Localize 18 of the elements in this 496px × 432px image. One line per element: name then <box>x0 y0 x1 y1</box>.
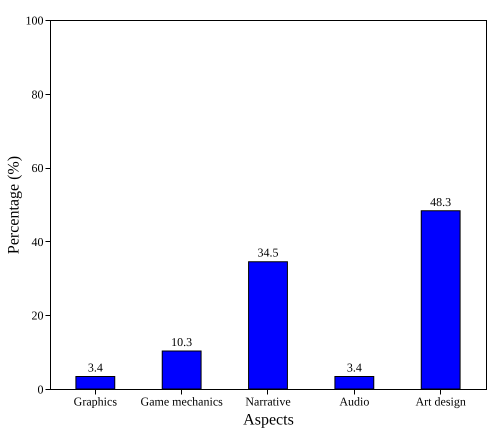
data-label: 10.3 <box>171 334 192 349</box>
x-tick-label: Game mechanics <box>140 394 224 408</box>
x-tick-label: Narrative <box>245 394 291 408</box>
data-label: 3.4 <box>88 360 103 374</box>
data-label: 3.4 <box>346 360 362 374</box>
y-tick-label: 0 <box>38 382 44 396</box>
x-tick-label: Audio <box>339 394 370 408</box>
y-tick-label: 40 <box>32 234 44 249</box>
x-tick-label: Graphics <box>74 394 118 408</box>
y-tick-label: 80 <box>32 87 44 102</box>
x-axis-title: Aspects <box>243 412 294 428</box>
data-label: 34.5 <box>258 246 278 260</box>
data-label: 48.3 <box>430 194 452 209</box>
y-tick-label: 20 <box>32 308 44 323</box>
y-axis-title: Percentage (%) <box>6 156 22 254</box>
y-tick-label: 100 <box>26 14 44 28</box>
x-tick-label: Art design <box>416 394 466 408</box>
y-tick-label: 60 <box>32 161 44 176</box>
